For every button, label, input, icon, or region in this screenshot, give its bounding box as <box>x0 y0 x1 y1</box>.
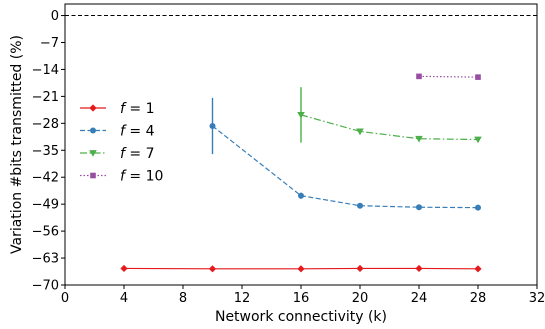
x-tick-label: 0 <box>61 291 69 306</box>
data-series <box>120 73 482 273</box>
x-tick-label: 12 <box>234 291 251 306</box>
legend-label: f = 1 <box>120 101 154 117</box>
x-axis-ticks: 0 4 8 12 16 20 24 28 32 <box>61 285 545 306</box>
data-point <box>475 204 481 211</box>
legend-label: f = 7 <box>120 146 154 162</box>
y-tick-label: −35 <box>32 144 59 159</box>
data-point <box>415 264 423 273</box>
legend-entry: f = 1 <box>80 101 154 117</box>
y-tick-label: −49 <box>32 198 59 213</box>
data-point <box>416 73 422 80</box>
data-point <box>415 135 423 143</box>
data-point <box>356 264 364 273</box>
y-tick-label: −21 <box>32 90 59 105</box>
data-point <box>356 128 364 136</box>
series-f-10 <box>416 73 481 80</box>
x-tick-label: 4 <box>120 291 128 306</box>
series-f-7 <box>297 87 482 144</box>
x-tick-label: 20 <box>352 291 369 306</box>
legend-label: f = 10 <box>120 169 163 185</box>
y-tick-label: −14 <box>32 63 59 78</box>
legend-entry: f = 7 <box>80 146 154 162</box>
legend-entry: f = 4 <box>80 124 155 140</box>
series-line <box>300 114 479 141</box>
x-tick-label: 16 <box>293 291 310 306</box>
y-tick-label: −56 <box>32 225 59 240</box>
x-tick-label: 24 <box>411 291 428 306</box>
legend-label: f = 4 <box>120 124 155 140</box>
y-axis-ticks: 0 −7 −14 −21 −28 −35 −42 −49 −56 −63 −70 <box>32 9 65 294</box>
legend-marker <box>90 172 96 179</box>
legend-marker <box>90 127 96 134</box>
y-tick-label: −7 <box>40 36 59 51</box>
y-tick-label: 0 <box>51 9 59 24</box>
legend: f = 1 f = 4 f = 7 f = 10 <box>80 101 163 185</box>
data-point <box>120 264 128 273</box>
legend-marker <box>89 150 97 157</box>
data-point <box>475 74 481 80</box>
data-point <box>474 136 482 144</box>
plot-frame <box>64 3 538 286</box>
series-f-1 <box>120 264 482 273</box>
series-f-4 <box>209 97 481 211</box>
y-tick-label: −42 <box>32 171 59 186</box>
data-point <box>208 265 217 273</box>
y-tick-label: −63 <box>32 252 59 267</box>
x-tick-label: 8 <box>179 291 187 306</box>
series-line <box>418 75 479 78</box>
legend-entry: f = 10 <box>80 169 163 185</box>
data-point <box>297 112 305 119</box>
x-tick-label: 32 <box>529 291 545 306</box>
data-point <box>298 192 304 199</box>
legend-marker <box>89 104 97 112</box>
y-axis-label: Variation #bits transmitted (%) <box>9 35 25 254</box>
series-line <box>212 125 479 209</box>
x-axis-label: Network connectivity (k) <box>215 309 387 325</box>
data-point <box>297 265 305 273</box>
y-tick-label: −28 <box>32 117 59 132</box>
data-point <box>209 123 216 130</box>
data-point <box>416 204 422 211</box>
data-point <box>474 265 482 273</box>
y-tick-label: −70 <box>32 279 59 294</box>
data-point <box>357 202 363 209</box>
x-tick-label: 28 <box>470 291 487 306</box>
